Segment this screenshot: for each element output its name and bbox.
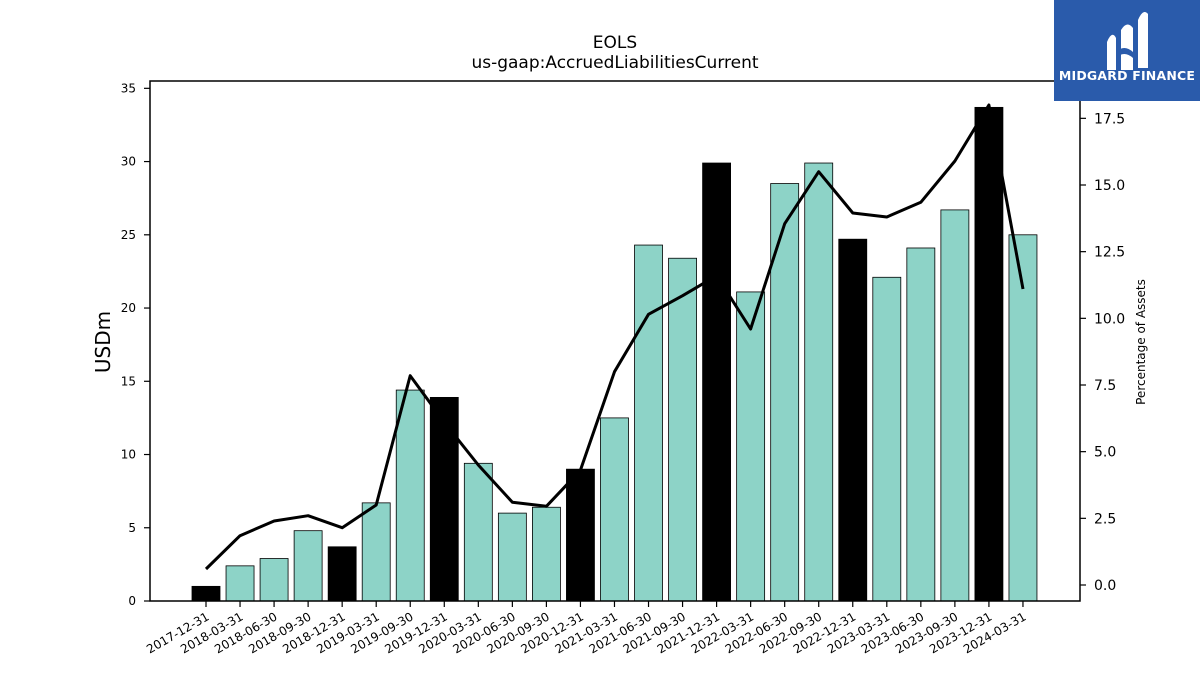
bar — [566, 468, 595, 602]
y2-tick-label: 5.0 — [1094, 445, 1116, 461]
y2-tick-label: 10.0 — [1094, 311, 1125, 327]
bar — [940, 209, 970, 602]
bar — [259, 558, 289, 602]
midgard-logo-icon — [1107, 12, 1148, 71]
bar — [293, 530, 323, 602]
y-tick-label: 25 — [121, 228, 136, 242]
bar — [225, 565, 255, 602]
y-tick-label: 0 — [128, 594, 136, 608]
chart-title: EOLS — [593, 33, 637, 53]
y2-tick-label: 0.0 — [1094, 578, 1116, 594]
bar — [974, 106, 1004, 602]
y-axis-label: USDm — [91, 311, 115, 373]
logo-text: MIDGARD FINANCE — [1058, 68, 1196, 83]
y-tick-label: 20 — [121, 301, 136, 315]
y2-tick-label: 12.5 — [1094, 245, 1125, 261]
y2-tick-label: 17.5 — [1094, 111, 1125, 127]
bar — [668, 257, 697, 602]
line-series — [204, 103, 1025, 571]
bar — [1008, 234, 1038, 602]
bar — [770, 183, 800, 602]
bar — [736, 291, 766, 602]
y2-tick-label: 15.0 — [1094, 178, 1125, 194]
chart-subtitle: us-gaap:AccruedLiabilitiesCurrent — [471, 53, 758, 73]
y-tick-label: 35 — [121, 81, 136, 95]
bar — [327, 546, 357, 602]
midgard-finance-logo: MIDGARD FINANCE — [1054, 0, 1200, 101]
bar — [872, 276, 902, 602]
bar — [906, 247, 936, 602]
bar — [463, 462, 493, 602]
y-tick-label: 5 — [128, 521, 136, 535]
bar — [497, 512, 527, 602]
bar — [191, 585, 221, 602]
bar — [361, 502, 391, 602]
bar — [702, 162, 731, 602]
bar — [532, 506, 561, 602]
bar — [804, 162, 834, 602]
bar — [634, 244, 663, 602]
y-tick-label: 10 — [121, 448, 136, 462]
y2-tick-label: 2.5 — [1094, 511, 1116, 527]
y-tick-label: 15 — [121, 374, 136, 388]
bar — [838, 238, 868, 602]
bar — [395, 389, 425, 602]
line-path — [204, 103, 1025, 571]
y-axis-ticks: 0 5 10 15 20 25 30 35 — [121, 81, 150, 608]
x-axis-ticks: 2017-12-312018-03-312018-06-302018-09-30… — [144, 601, 1028, 656]
y-tick-label: 30 — [121, 155, 136, 169]
y2-axis-ticks: 0.0 2.5 5.0 7.5 10.0 12.5 15.0 17.5 — [1080, 111, 1125, 594]
bar-series — [191, 106, 1038, 602]
bar — [600, 417, 629, 602]
bar — [429, 396, 459, 602]
y2-tick-label: 7.5 — [1094, 378, 1116, 394]
y2-axis-label: Percentage of Assets — [1134, 279, 1148, 405]
